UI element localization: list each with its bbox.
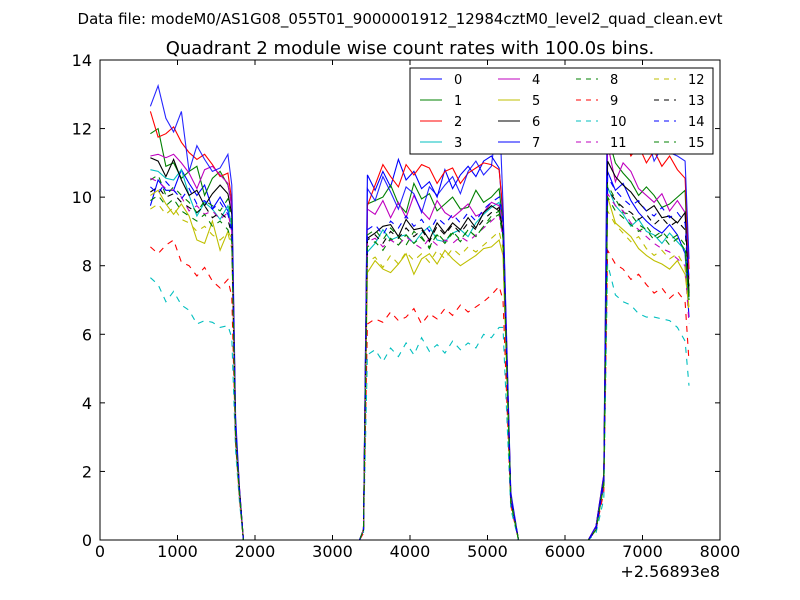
legend-label-7: 7 [532, 136, 540, 151]
legend-label-10: 10 [610, 115, 627, 130]
x-tick-label: 4000 [390, 542, 431, 561]
x-tick-label: 5000 [467, 542, 508, 561]
legend-label-6: 6 [532, 115, 540, 130]
y-tick-label: 6 [82, 325, 92, 344]
series-line-11 [150, 177, 690, 540]
x-tick-label: 3000 [312, 542, 353, 561]
x-offset-label: +2.56893e8 [620, 562, 720, 581]
y-tick-label: 0 [82, 531, 92, 550]
legend-label-3: 3 [454, 136, 462, 151]
legend-label-1: 1 [454, 94, 462, 109]
legend-label-11: 11 [610, 136, 627, 151]
plot-area [149, 68, 690, 540]
series-line-12 [150, 203, 690, 540]
x-tick-label: 8000 [700, 542, 741, 561]
legend-label-12: 12 [688, 73, 705, 88]
legend-label-2: 2 [454, 115, 462, 130]
series-line-15 [150, 194, 690, 540]
y-tick-label: 12 [72, 120, 92, 139]
x-tick-label: 0 [95, 542, 105, 561]
y-tick-label: 14 [72, 51, 92, 70]
legend-label-4: 4 [532, 73, 540, 88]
series-line-1 [150, 127, 690, 540]
series-line-14 [150, 174, 690, 540]
legend-label-15: 15 [688, 136, 705, 151]
y-tick-label: 8 [82, 257, 92, 276]
series-line-10 [150, 263, 690, 540]
series-line-9 [150, 239, 690, 540]
chart-title: Quadrant 2 module wise count rates with … [166, 38, 655, 59]
legend-label-9: 9 [610, 94, 618, 109]
legend-label-14: 14 [688, 115, 705, 130]
series-line-3 [150, 168, 690, 540]
x-tick-label: 7000 [622, 542, 663, 561]
legend-label-0: 0 [454, 73, 462, 88]
series-line-4 [150, 143, 690, 540]
legend-label-13: 13 [688, 94, 705, 109]
x-tick-label: 1000 [157, 542, 198, 561]
x-tick-label: 2000 [235, 542, 276, 561]
y-tick-label: 2 [82, 462, 92, 481]
legend-box [409, 67, 714, 155]
x-tick-label: 6000 [545, 542, 586, 561]
axes: 0 1000 2000 3000 4000 5000 6000 7000 80000246810… [72, 51, 741, 561]
y-tick-label: 4 [82, 394, 92, 413]
series-line-6 [150, 157, 690, 540]
series-line-5 [150, 189, 690, 540]
legend-label-8: 8 [610, 73, 618, 88]
legend-label-5: 5 [532, 94, 540, 109]
y-tick-label: 10 [72, 188, 92, 207]
suptitle: Data file: modeM0/AS1G08_055T01_90000019… [78, 10, 723, 29]
